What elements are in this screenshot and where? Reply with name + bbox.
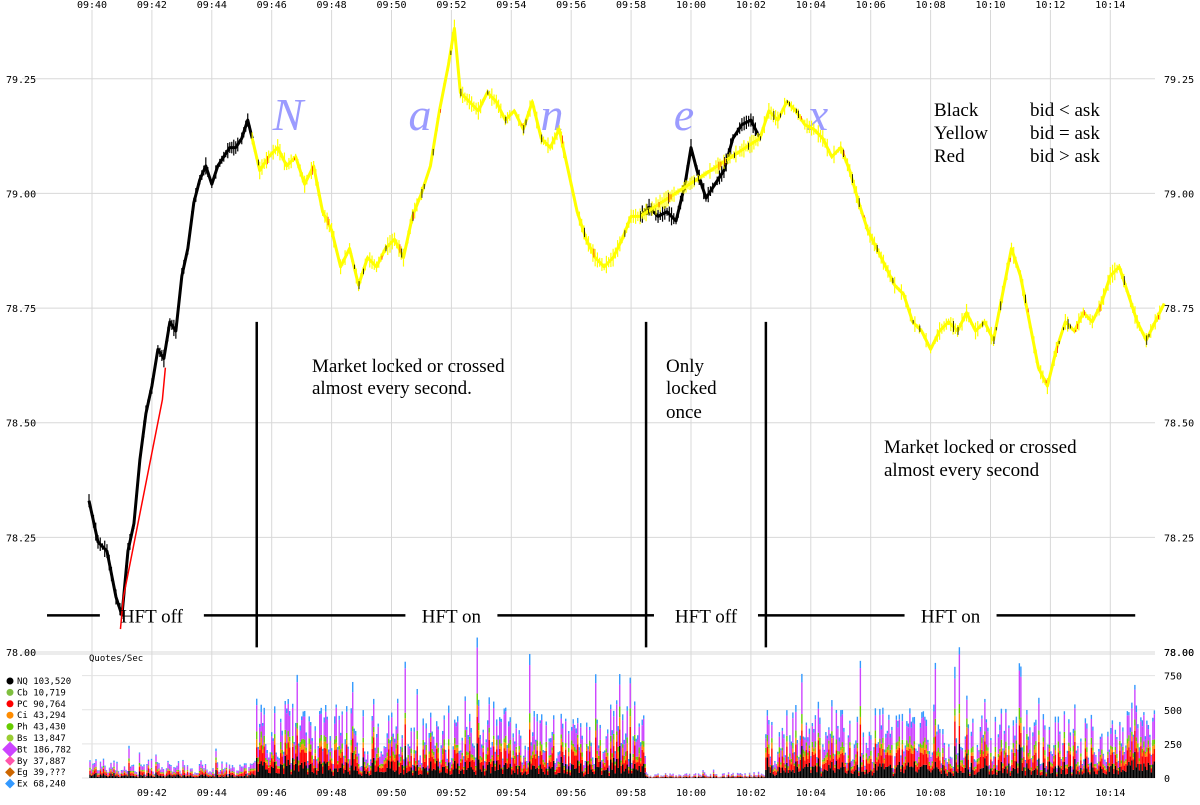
- x-tick-top: 10:04: [796, 0, 826, 11]
- annotation-text: Market locked or crossed: [884, 437, 1077, 458]
- x-tick-top: 09:50: [376, 0, 406, 11]
- x-tick-bottom: 10:02: [736, 788, 766, 799]
- annotation-text: locked: [666, 378, 717, 399]
- annotation-text: almost every second.: [312, 378, 472, 399]
- x-tick-bottom: 10:04: [796, 788, 826, 799]
- x-tick-bottom: 09:46: [257, 788, 287, 799]
- x-tick-top: 09:52: [436, 0, 466, 11]
- x-tick-bottom: 09:48: [317, 788, 347, 799]
- x-tick-top: 09:46: [257, 0, 287, 11]
- vol-y-tick: 0: [1164, 774, 1170, 785]
- x-tick-bottom: 10:06: [856, 788, 886, 799]
- x-tick-top: 10:14: [1095, 0, 1125, 11]
- x-tick-bottom: 10:00: [676, 788, 706, 799]
- x-tick-top: 10:08: [916, 0, 946, 11]
- y-tick-left: 79.00: [6, 189, 36, 200]
- y-tick-left: 78.75: [6, 304, 36, 315]
- x-tick-top: 10:00: [676, 0, 706, 11]
- x-tick-top: 09:54: [496, 0, 526, 11]
- y-tick-right: 79.25: [1164, 75, 1194, 86]
- price-line-red: [120, 368, 165, 629]
- price-line-yellow: [252, 28, 1164, 386]
- watermark-letter: N: [272, 89, 306, 140]
- x-tick-top: 10:02: [736, 0, 766, 11]
- annotation-text: Market locked or crossed: [312, 356, 505, 377]
- watermark-letter: e: [674, 89, 694, 140]
- y-tick-right: 78.25: [1164, 533, 1194, 544]
- y-tick-right: 78.50: [1164, 419, 1194, 430]
- regime-markers: HFT off HFT on HFT off HFT on: [47, 322, 1135, 648]
- x-tick-top: 09:42: [137, 0, 167, 11]
- y-tick-right-top: 78.00: [1164, 648, 1194, 659]
- y-tick-left: 79.25: [6, 75, 36, 86]
- x-tick-top: 09:40: [77, 0, 107, 11]
- watermark-letter: a: [409, 89, 432, 140]
- x-tick-top: 09:58: [616, 0, 646, 11]
- quotes-per-sec-bars: [90, 638, 1154, 778]
- x-tick-top: 10:10: [975, 0, 1005, 11]
- y-tick-right: 78.75: [1164, 304, 1194, 315]
- vol-y-tick: 500: [1164, 706, 1182, 717]
- x-tick-bottom: 09:44: [197, 788, 227, 799]
- x-tick-bottom: 10:10: [975, 788, 1005, 799]
- y-tick-left: 78.00: [6, 648, 36, 659]
- annotation-text: almost every second: [884, 460, 1040, 481]
- x-tick-bottom: 09:50: [376, 788, 406, 799]
- x-tick-top: 10:12: [1035, 0, 1065, 11]
- x-tick-bottom: 09:58: [616, 788, 646, 799]
- vol-y-tick: 750: [1164, 672, 1182, 683]
- x-tick-bottom: 09:56: [556, 788, 586, 799]
- regime-label: HFT off: [121, 606, 184, 627]
- x-tick-top: 09:48: [317, 0, 347, 11]
- x-tick-bottom: 09:52: [436, 788, 466, 799]
- regime-label: HFT on: [422, 606, 482, 627]
- axes: 09:40 09:42 09:44 09:46 09:48 09:50 09:52 09:54…: [6, 0, 1194, 799]
- x-tick-bottom: 10:14: [1095, 788, 1125, 799]
- price-line-black: [89, 120, 252, 615]
- vol-y-tick: 250: [1164, 740, 1182, 751]
- annotation-text: once: [666, 402, 702, 423]
- x-tick-top: 10:06: [856, 0, 886, 11]
- y-tick-left: 78.25: [6, 533, 36, 544]
- y-tick-left: 78.50: [6, 419, 36, 430]
- annotation-text: Only: [666, 356, 705, 377]
- x-tick-top: 09:44: [197, 0, 227, 11]
- x-tick-bottom: 09:42: [137, 788, 167, 799]
- regime-label: HFT on: [921, 606, 981, 627]
- x-tick-bottom: 10:12: [1035, 788, 1065, 799]
- regime-label: HFT off: [675, 606, 738, 627]
- x-tick-bottom: 09:54: [496, 788, 526, 799]
- volume-title: Quotes/Sec: [89, 654, 143, 664]
- x-tick-top: 09:56: [556, 0, 586, 11]
- y-tick-right: 79.00: [1164, 189, 1194, 200]
- x-tick-bottom: 10:08: [916, 788, 946, 799]
